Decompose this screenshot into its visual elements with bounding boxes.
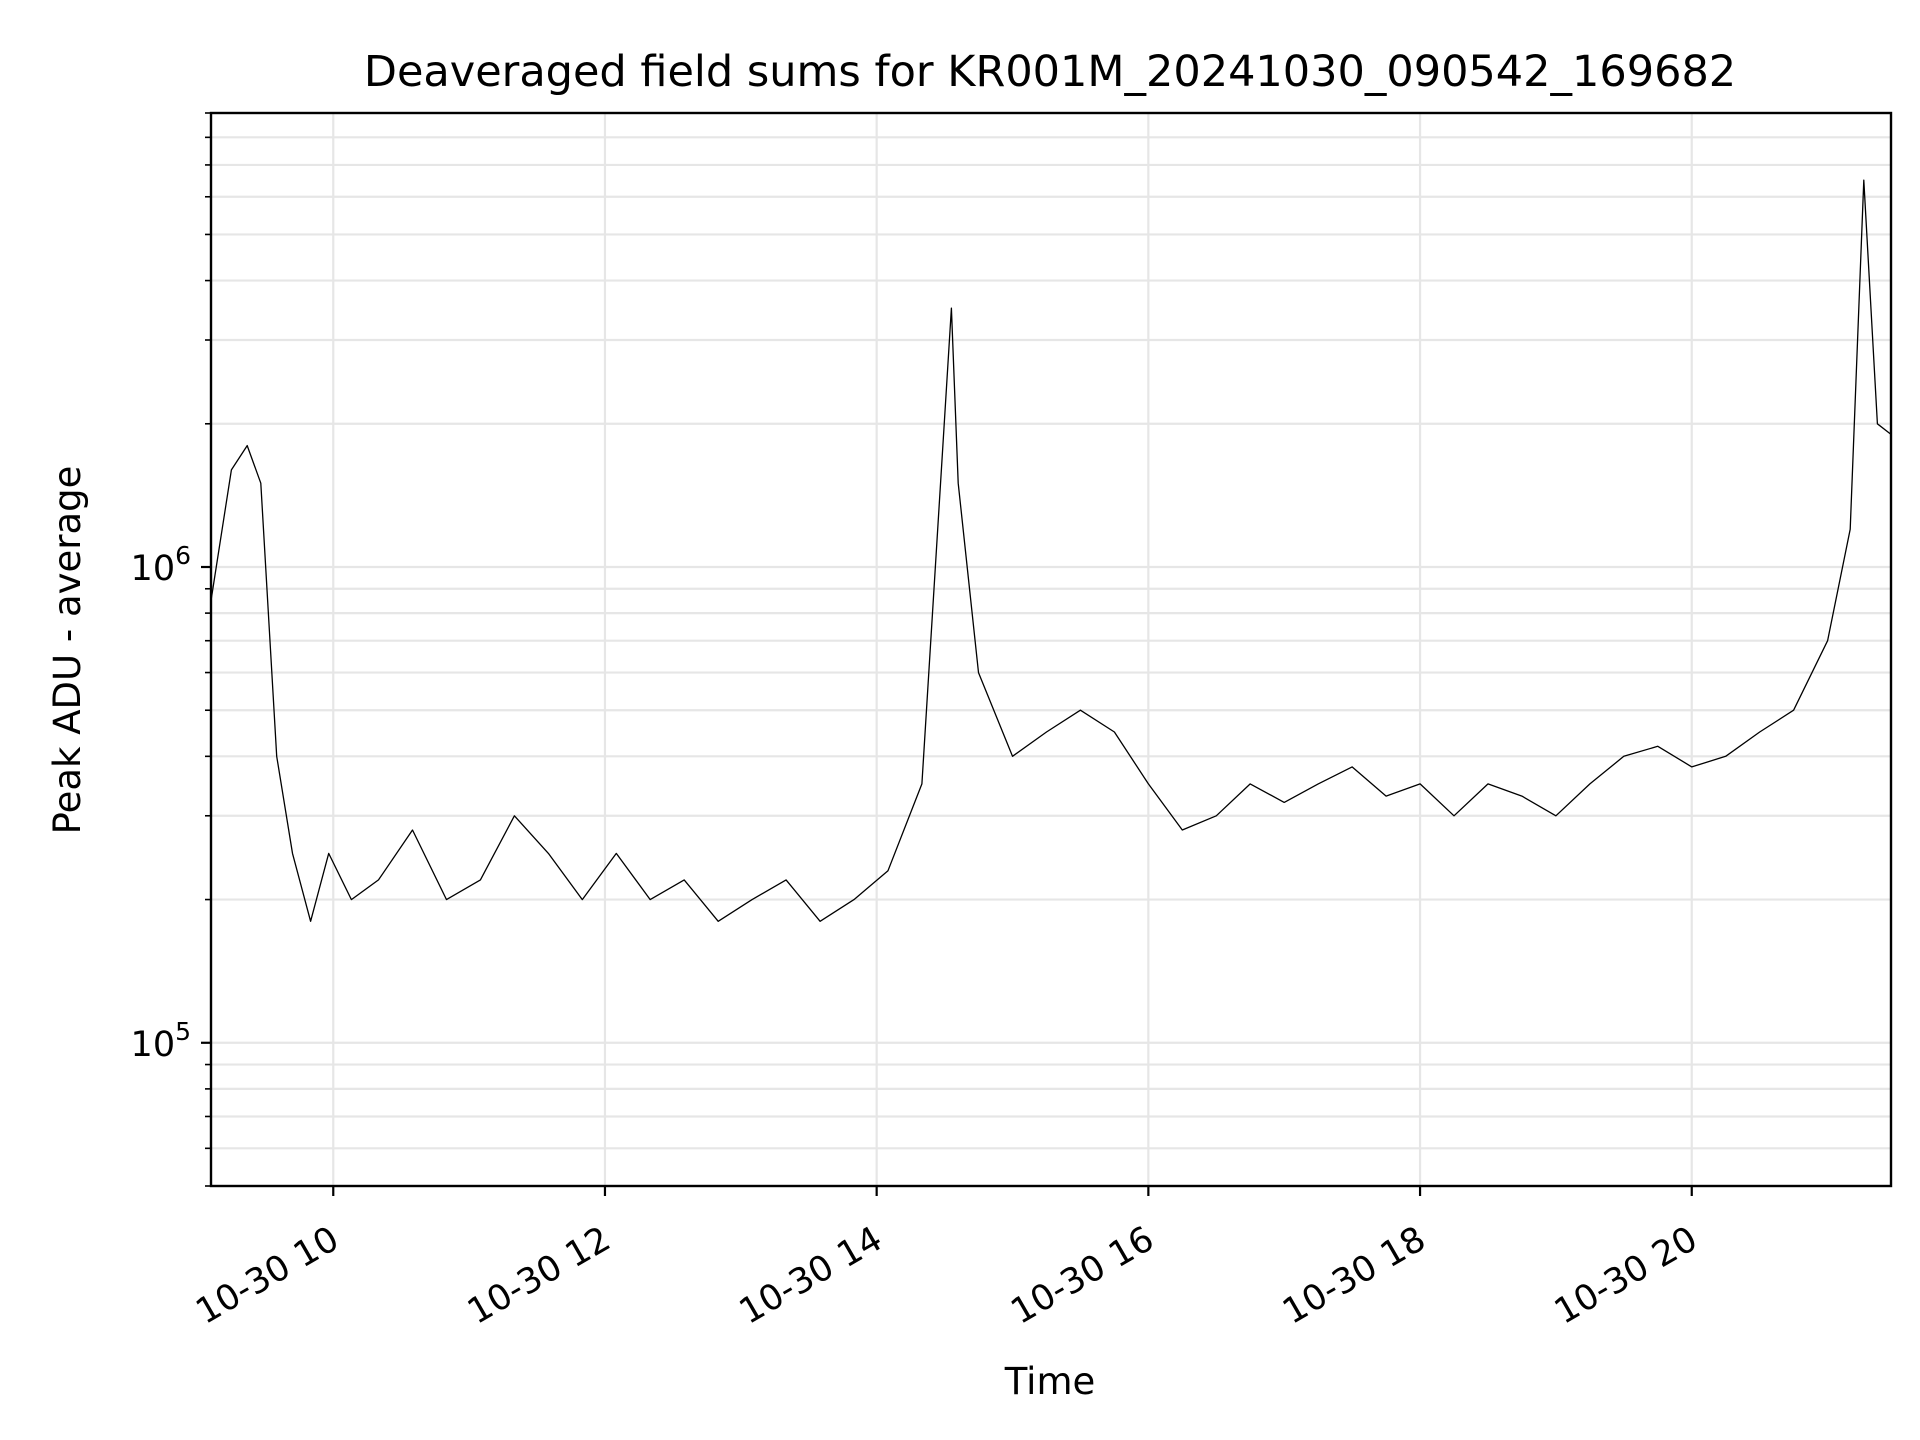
y-tick-label: 105 — [131, 1017, 191, 1065]
series-line — [210, 179, 1892, 922]
x-tick-label: 10-30 14 — [733, 1219, 889, 1332]
x-tick-label: 10-30 12 — [461, 1219, 617, 1332]
grid — [211, 111, 1891, 1188]
y-axis-label: Peak ADU - average — [46, 466, 89, 835]
plot-frame — [209, 111, 1893, 1188]
x-tick-label: 10-30 10 — [189, 1219, 345, 1332]
y-tick-label: 106 — [131, 541, 191, 589]
x-axis-label: Time — [1004, 1360, 1096, 1403]
y-tick-label-exponent: 6 — [175, 541, 191, 570]
y-tick-label-base: 10 — [131, 549, 176, 589]
x-tick-label: 10-30 20 — [1548, 1219, 1704, 1332]
y-tick-label-base: 10 — [131, 1025, 176, 1065]
chart-title: Deaveraged field sums for KR001M_2024103… — [364, 47, 1736, 97]
x-tick-label: 10-30 16 — [1005, 1219, 1161, 1332]
y-tick-label-exponent: 5 — [175, 1017, 191, 1046]
x-tick-label: 10-30 18 — [1276, 1219, 1432, 1332]
